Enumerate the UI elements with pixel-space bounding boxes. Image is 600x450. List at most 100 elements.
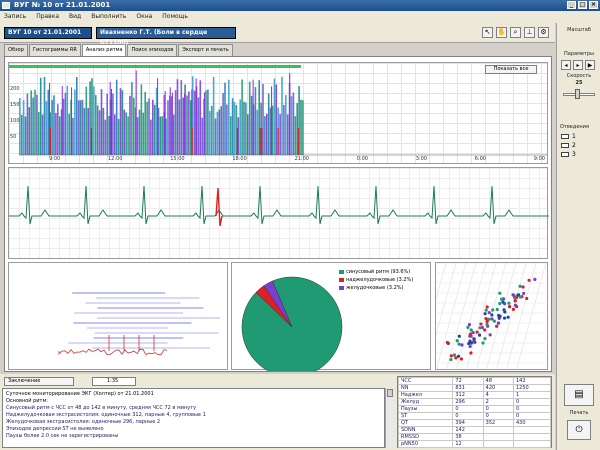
stats-row: Желуд 296 2 0 — [397, 398, 551, 406]
show-all-button[interactable]: Показать все — [485, 65, 537, 74]
hr-trend-panel[interactable]: Показать все 200 150 100 50 9:00 12:00 1… — [8, 62, 548, 164]
stats-cell: 1250 — [513, 384, 551, 392]
stats-table: ЧСС 72 48 142 NN 831 420 1250 Наджел 312 4 1 Желуд 29… — [397, 377, 551, 448]
scrollbar-thumb[interactable] — [387, 389, 393, 397]
trend-bar — [171, 96, 173, 155]
scatter-point — [457, 334, 461, 338]
scatter-point — [513, 299, 517, 303]
menu-item-help[interactable]: Помощь — [162, 13, 188, 20]
zoom-tool-icon[interactable]: ⌕ — [510, 27, 521, 38]
conclusion-log[interactable]: Суточное мониторирование ЭКГ (Холтер) от… — [2, 388, 385, 448]
conclusion-tab[interactable]: Заключение — [4, 377, 74, 386]
scatter-point — [477, 333, 482, 337]
channel-item[interactable]: 3 — [561, 151, 576, 158]
ruler-tool-icon[interactable]: ⊥ — [524, 27, 535, 38]
play-button[interactable]: ▶ — [585, 60, 595, 70]
trend-bar — [262, 83, 264, 155]
scatter-grid — [465, 263, 497, 371]
channels-label: Отведения — [560, 124, 589, 130]
trend-bar — [237, 117, 240, 155]
menu-item-run[interactable]: Выполнить — [91, 13, 127, 20]
menu-item-record[interactable]: Запись — [4, 13, 27, 20]
trend-bar — [224, 82, 226, 155]
trend-bar — [53, 95, 55, 155]
menu-item-edit[interactable]: Правка — [36, 13, 60, 20]
scatter-point — [525, 296, 529, 301]
menubar: Запись Правка Вид Выполнить Окна Помощь — [0, 11, 600, 23]
close-button[interactable]: × — [589, 1, 598, 9]
pie-slice — [263, 280, 293, 328]
print-button[interactable]: ▤ — [564, 384, 594, 406]
trend-bar — [254, 87, 257, 155]
stats-cell: RMSSD — [397, 433, 454, 441]
tab-overview[interactable]: Обзор — [4, 44, 28, 56]
trend-bar — [199, 80, 202, 155]
prev-button[interactable]: ◂ — [561, 60, 571, 70]
trend-bar — [292, 92, 295, 155]
stats-cell: ЧСС — [397, 377, 454, 385]
rr-scatter-panel[interactable] — [435, 262, 549, 371]
stats-cell: 142 — [452, 426, 484, 434]
channel-checkbox[interactable] — [561, 134, 569, 139]
menu-item-windows[interactable]: Окна — [136, 13, 153, 20]
trend-bar — [167, 100, 169, 155]
scatter-point — [459, 357, 464, 361]
right-control-panel: Масштаб Параметры ◂ ▸ ▶ Скорость 25 Отве… — [556, 23, 600, 450]
trend-bar — [144, 91, 146, 155]
trend-spike-red — [49, 128, 51, 155]
patient-field[interactable]: Ивахненко Г.Т. (Боли в сердце GT1100) — [96, 27, 236, 46]
trend-spike — [203, 92, 205, 155]
hand-tool-icon[interactable]: ✋ — [496, 27, 507, 38]
trend-bar — [256, 109, 259, 155]
trend-spike — [164, 91, 166, 155]
stats-cell — [513, 440, 551, 448]
speed-slider-thumb[interactable] — [575, 89, 580, 99]
settings-tool-icon[interactable]: ⚙ — [538, 27, 549, 38]
trend-bar — [58, 116, 61, 155]
trend-bar — [91, 78, 93, 155]
log-scrollbar[interactable] — [385, 388, 394, 448]
cursor-tool-icon[interactable]: ↖ — [482, 27, 493, 38]
rr-interval-panel[interactable] — [8, 262, 228, 370]
exit-button[interactable]: ⏻ — [567, 420, 591, 440]
trend-bar — [77, 100, 80, 155]
trend-bar — [83, 108, 86, 155]
maximize-button[interactable]: □ — [578, 1, 587, 9]
channel-item[interactable]: 1 — [561, 133, 576, 140]
trend-bar — [186, 95, 188, 155]
next-button[interactable]: ▸ — [573, 60, 583, 70]
tab-rr-histograms[interactable]: Гистограммы RR — [28, 44, 81, 56]
stats-cell: 0 — [482, 405, 515, 413]
channel-item[interactable]: 2 — [561, 142, 576, 149]
trend-bar — [153, 104, 156, 155]
legend-swatch — [339, 270, 344, 274]
minimize-button[interactable]: _ — [567, 1, 576, 9]
trend-bar — [87, 107, 89, 155]
trend-spike — [271, 86, 273, 155]
stats-cell: 296 — [452, 398, 484, 406]
rhythm-pie-panel[interactable]: синусовый ритм (93.6%) наджелудочковые (… — [231, 262, 431, 371]
record-field[interactable]: ВУГ 10 от 21.01.2001 — [4, 27, 92, 39]
ecg-strip-panel[interactable] — [8, 167, 549, 259]
trend-bar — [30, 90, 32, 155]
tab-export-print[interactable]: Экспорт и печать — [178, 44, 233, 56]
trend-bar — [112, 93, 114, 155]
menu-item-view[interactable]: Вид — [69, 13, 82, 20]
scatter-point — [485, 322, 489, 327]
trend-spike — [49, 82, 51, 155]
tab-episode-search[interactable]: Поиск эпизодов — [127, 44, 178, 56]
trend-spike-red — [277, 128, 279, 155]
scatter-grid — [455, 263, 487, 371]
stats-row: NN 831 420 1250 — [397, 384, 551, 392]
trend-bar — [190, 100, 192, 155]
trend-bar — [45, 101, 48, 155]
tab-rhythm-analysis[interactable]: Анализ ритма — [81, 44, 127, 57]
trend-bar — [74, 89, 76, 155]
trend-bar — [294, 116, 297, 155]
scatter-point — [527, 278, 531, 282]
channel-checkbox[interactable] — [561, 143, 569, 148]
trend-spike — [184, 93, 186, 155]
legend-item-ventricular: желудочковые (3.2%) — [339, 285, 403, 291]
scatter-grid — [436, 263, 447, 300]
channel-checkbox[interactable] — [561, 152, 569, 157]
